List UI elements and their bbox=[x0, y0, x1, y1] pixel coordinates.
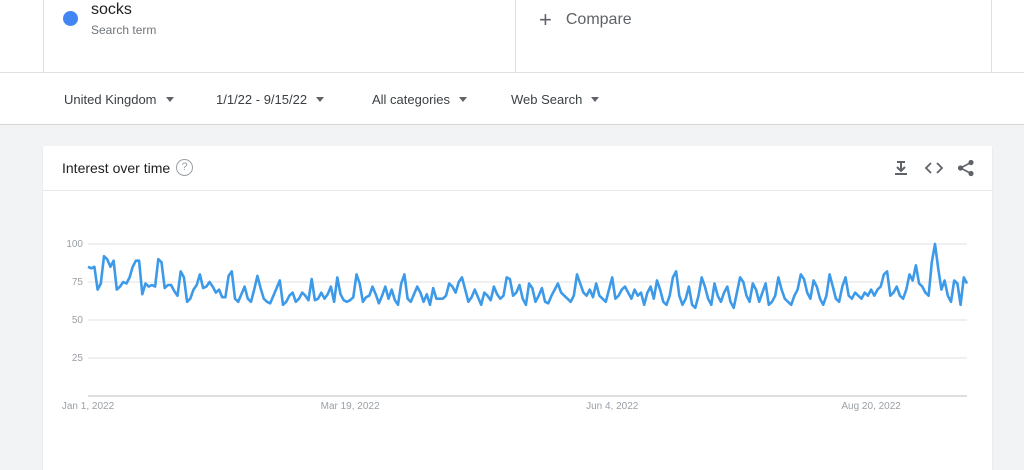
share-icon[interactable] bbox=[956, 158, 976, 178]
category-dropdown[interactable]: All categories bbox=[372, 73, 468, 125]
series-color-dot bbox=[63, 11, 78, 26]
series-line-socks[interactable] bbox=[87, 242, 969, 310]
search-terms-card bbox=[43, 0, 992, 72]
search-term-name[interactable]: socks bbox=[91, 1, 132, 18]
search-term-socks[interactable]: socks Search term bbox=[43, 0, 516, 72]
x-tick-label: Mar 19, 2022 bbox=[321, 401, 380, 412]
chart-x-tick-labels: Jan 1, 2022 Mar 19, 2022 Jun 4, 2022 Aug 20… bbox=[62, 401, 901, 412]
category-label: All categories bbox=[372, 91, 451, 107]
filter-bar: United Kingdom 1/1/22 - 9/15/22 All cate… bbox=[0, 72, 1024, 125]
search-term-bar: socks Search term + Compare bbox=[0, 0, 1024, 72]
chevron-down-icon bbox=[316, 96, 325, 102]
chart-y-tick-labels: 25 50 75 100 bbox=[66, 239, 83, 364]
date-range-dropdown[interactable]: 1/1/22 - 9/15/22 bbox=[216, 73, 325, 125]
y-tick-label: 50 bbox=[72, 315, 84, 326]
embed-code-icon[interactable] bbox=[924, 158, 944, 178]
search-term-subtitle: Search term bbox=[91, 23, 157, 37]
compare-button[interactable]: + Compare bbox=[539, 7, 632, 32]
region-label: United Kingdom bbox=[64, 91, 157, 107]
chevron-down-icon bbox=[165, 96, 174, 102]
search-type-label: Web Search bbox=[511, 91, 583, 107]
panel-title: Interest over time bbox=[62, 160, 171, 176]
plus-icon: + bbox=[539, 7, 552, 32]
compare-label: Compare bbox=[565, 11, 632, 28]
x-tick-label: Jan 1, 2022 bbox=[62, 401, 115, 412]
interest-over-time-panel: Interest over time ? bbox=[43, 146, 992, 470]
search-type-dropdown[interactable]: Web Search bbox=[511, 73, 600, 125]
help-circle-icon[interactable]: ? bbox=[176, 159, 193, 176]
chevron-down-icon bbox=[459, 96, 468, 102]
chart-gridlines bbox=[88, 243, 967, 359]
interest-line-chart: 25 50 75 100 Jan 1, 2022 Mar 19, 2022 Jun 4, … bbox=[62, 239, 969, 412]
date-range-label: 1/1/22 - 9/15/22 bbox=[216, 91, 308, 107]
panel-header: Interest over time ? bbox=[43, 146, 992, 191]
y-tick-label: 100 bbox=[66, 239, 83, 250]
chevron-down-icon bbox=[591, 96, 600, 102]
region-dropdown[interactable]: United Kingdom bbox=[64, 73, 174, 125]
x-tick-label: Aug 20, 2022 bbox=[841, 401, 901, 412]
y-tick-label: 25 bbox=[72, 353, 84, 364]
download-icon[interactable] bbox=[891, 158, 911, 178]
y-tick-label: 75 bbox=[72, 277, 84, 288]
x-tick-label: Jun 4, 2022 bbox=[586, 401, 639, 412]
